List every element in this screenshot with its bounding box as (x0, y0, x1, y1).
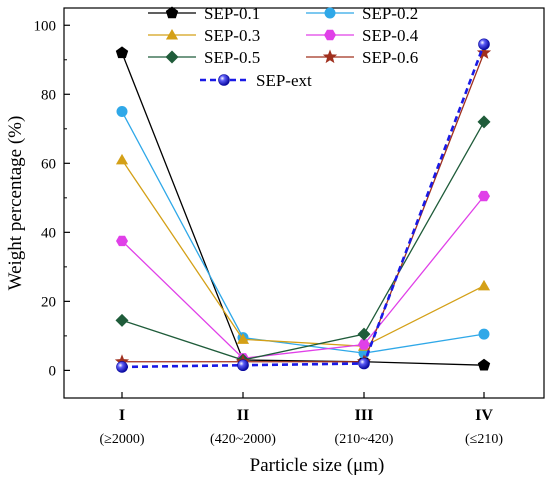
data-point (115, 313, 129, 327)
legend-label: SEP-0.4 (362, 26, 419, 45)
data-point (116, 361, 128, 373)
legend-label: SEP-0.2 (362, 4, 418, 23)
legend-label: SEP-0.5 (204, 48, 260, 67)
legend-label: SEP-ext (256, 71, 312, 90)
x-category-label: IV (475, 407, 493, 424)
y-tick-label: 80 (41, 87, 56, 103)
series-sep-ext (116, 38, 490, 373)
data-point (358, 357, 370, 370)
legend-marker (322, 49, 338, 64)
data-point (236, 333, 250, 344)
data-point (116, 235, 128, 247)
y-tick-label: 40 (41, 225, 56, 241)
x-category-label: II (237, 407, 249, 424)
data-point (477, 115, 491, 129)
plot-frame (63, 7, 545, 399)
legend-label: SEP-0.3 (204, 26, 260, 45)
x-category-sublabel: (210~420) (335, 432, 394, 447)
data-point (358, 339, 370, 350)
data-point (115, 153, 129, 165)
legend-item: SEP-0.1 (148, 4, 260, 23)
legend-marker (165, 6, 179, 19)
data-point (477, 358, 491, 371)
x-category-label: I (119, 407, 125, 424)
series-line (121, 111, 485, 354)
series-sep-0.2 (116, 106, 490, 359)
data-point (478, 190, 490, 202)
series-sep-0.6 (114, 45, 492, 368)
x-category-sublabel: (≤210) (465, 432, 503, 447)
data-point (477, 279, 491, 291)
data-point (357, 327, 371, 341)
legend-label: SEP-0.1 (204, 4, 260, 23)
data-point (114, 354, 130, 368)
series-line (121, 195, 485, 359)
data-point (476, 45, 492, 59)
legend-item: SEP-0.2 (306, 4, 418, 23)
series-line (121, 121, 485, 361)
y-axis-title: Weight percentage (%) (5, 116, 26, 291)
legend-item: SEP-ext (200, 71, 312, 90)
y-tick-label: 100 (34, 18, 57, 34)
legend-item: SEP-0.4 (306, 26, 419, 45)
series-line (122, 52, 485, 363)
data-point (116, 106, 128, 118)
x-category-sublabel: (≥2000) (99, 432, 144, 447)
series-sep-0.1 (115, 46, 491, 371)
legend: SEP-0.1 SEP-0.2 SEP-0.3 SEP-0.4 SEP-0.5 SEP-0… (148, 4, 419, 90)
data-point (237, 359, 249, 372)
y-tick-label: 60 (41, 156, 56, 172)
legend-item: SEP-0.6 (306, 48, 418, 67)
data-point (115, 46, 129, 59)
legend-marker (324, 7, 336, 19)
data-point (478, 328, 490, 340)
series-line (121, 52, 485, 366)
legend-marker (324, 29, 336, 41)
legend-marker (165, 29, 179, 40)
legend-marker (165, 50, 179, 64)
legend-marker (218, 74, 230, 86)
series-sep-0.5 (115, 115, 491, 367)
legend-item: SEP-0.5 (148, 48, 260, 67)
y-tick-label: 20 (41, 294, 56, 310)
series-sep-0.4 (116, 190, 490, 364)
legend-label: SEP-0.6 (362, 48, 418, 67)
x-category-sublabel: (420~2000) (210, 432, 276, 447)
x-category-label: III (355, 407, 374, 424)
x-axis-title: Particle size (μm) (250, 455, 385, 476)
series-line (121, 159, 485, 347)
legend-item: SEP-0.3 (148, 26, 260, 45)
y-tick-label: 0 (49, 363, 57, 379)
series-line (121, 43, 486, 369)
data-point (478, 38, 490, 51)
